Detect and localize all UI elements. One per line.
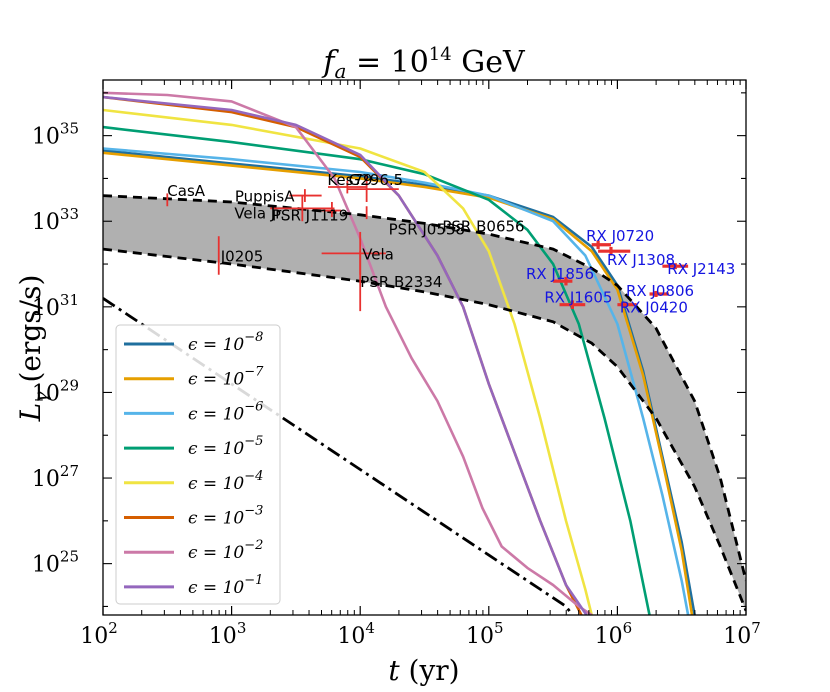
series-line-5 [103,108,593,615]
observation-15 [598,246,631,256]
chart-title: fa = 1014 GeV [321,44,526,83]
tick-label: 105 [466,619,504,649]
observation-label: RX J1308 [607,251,675,269]
plot-frame [102,79,747,616]
observation-17 [649,291,669,297]
observation-label: RX J0720 [586,227,654,245]
tick-label: 102 [80,619,118,649]
legend-entry: ϵ = 10−3 [188,504,263,529]
observation-label: J0205 [220,247,264,265]
series-line-3 [103,147,690,615]
legend-entry: ϵ = 10−4 [188,469,263,494]
observation-18 [617,301,637,308]
series-line-7 [103,91,593,615]
observation-label: PSR J0538 [389,221,465,239]
observation-label: PSR J1119 [272,207,348,225]
band-upper-line [103,194,746,582]
legend-box [115,324,281,605]
legend-entry: ϵ = 10−1 [188,573,263,598]
observation-label: Vela [362,245,394,263]
tick-label: 1031 [32,291,79,321]
observation-5 [270,195,335,222]
observation-2 [289,189,322,202]
observation-12 [553,276,573,286]
observation-label: Vela Jr. [234,204,284,222]
legend-entry: ϵ = 10−2 [188,538,263,563]
observation-label: PuppisA [235,188,295,206]
observation-label: PSR B0656 [442,218,524,236]
axis-ticks: 102 103 104 105 106 107 1025 1027 1029 1031 1033 10… [32,80,761,649]
y-axis-label: Lγ (ergs/s) [14,275,52,423]
observation-label: RX J2143 [667,260,735,278]
legend-entry: ϵ = 10−7 [188,365,264,390]
tick-label: 104 [337,619,375,649]
observation-label: Kes79 [327,171,372,189]
tick-label: 1033 [32,205,79,235]
tick-label: 107 [723,619,761,649]
observation-label: PSR B2334 [360,273,442,291]
tick-label: 1035 [32,120,79,150]
band-fill [103,195,746,611]
observation-label: RX J1856 [526,265,594,283]
observation-4 [347,176,399,202]
tick-label: 1027 [32,462,79,492]
tick-label: 1029 [32,376,79,406]
observation-6 [321,201,341,217]
observation-label: RX J0420 [620,299,688,317]
legend-entry: ϵ = 10−5 [188,434,263,459]
observation-label: G296.5 [349,171,404,189]
legend: ϵ = 10−8 ϵ = 10−7 ϵ = 10−6 ϵ = 10−5 ϵ = 10−4… [115,324,281,605]
series-line-2 [103,151,694,615]
legend-entry: ϵ = 10−8 [188,330,263,355]
x-axis-label: t (yr) [388,654,459,687]
series-line-8 [103,95,588,615]
tick-label: 106 [595,619,633,649]
observation-label: RX J1605 [544,289,612,307]
observation-16 [662,263,689,270]
legend-entry: ϵ = 10−6 [188,399,263,424]
observation-label: CasA [167,182,205,200]
tick-label: 1025 [32,548,79,578]
observation-label: RX J0806 [626,282,694,300]
observation-13 [559,300,586,309]
observation-3 [328,180,367,194]
tick-label: 103 [209,619,247,649]
observation-14 [591,240,611,250]
